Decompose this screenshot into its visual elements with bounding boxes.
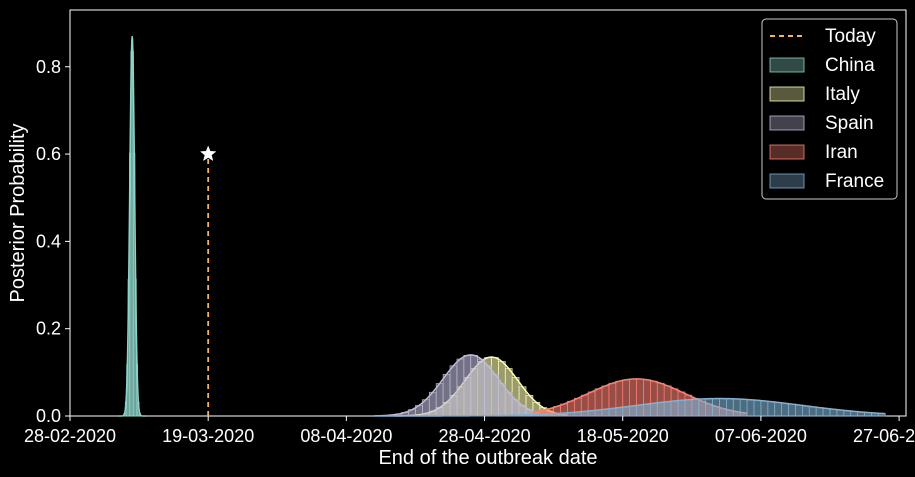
series-spain (373, 354, 541, 417)
histogram-bar (456, 358, 465, 417)
histogram-bar (726, 398, 734, 417)
histogram-bar (753, 399, 762, 417)
legend-entry-france: France (769, 171, 884, 192)
histogram-bar (656, 402, 665, 417)
histogram-bar (463, 355, 472, 417)
histogram-bars (504, 398, 886, 417)
kde-line (394, 356, 568, 417)
histogram-bar (608, 408, 617, 417)
legend: Today China Italy Spain Iran France (761, 18, 898, 200)
histogram-bar (477, 358, 485, 417)
histogram-bar (739, 398, 748, 417)
legend-entry-italy: Italy (769, 84, 860, 105)
histogram-bar (484, 365, 492, 417)
histogram-bar (760, 400, 769, 417)
legend-label: Italy (825, 84, 860, 105)
histogram-bar (636, 404, 644, 417)
kde-line (532, 378, 748, 415)
series-china (118, 36, 146, 417)
histogram-bar (732, 398, 741, 417)
histogram-bar (705, 398, 713, 417)
histogram-bar (698, 398, 706, 417)
y-tick-label: 0.0 (36, 406, 61, 426)
legend-entry-spain: Spain (769, 113, 874, 134)
x-tick-label: 28-04-2020 (439, 426, 531, 446)
histogram-bar (670, 400, 679, 417)
histogram-bar (746, 399, 755, 417)
histogram-bar (781, 402, 789, 417)
legend-label: China (825, 55, 875, 76)
histogram-bar (650, 402, 658, 417)
legend-label: France (825, 171, 884, 192)
legend-label: Iran (825, 142, 858, 163)
histogram-bar (442, 373, 451, 417)
histogram-bar (691, 398, 700, 417)
legend-swatch (769, 144, 805, 160)
kde-line (118, 36, 146, 417)
histogram-bar (470, 355, 478, 417)
legend-label: Spain (825, 113, 874, 134)
x-tick-label: 27-06-2020 (853, 426, 915, 446)
series-france (374, 397, 886, 417)
legend-entry-iran: Iran (769, 142, 858, 163)
histogram-bar (802, 405, 810, 417)
y-tick-label: 0.8 (36, 57, 61, 77)
series-layer (118, 36, 886, 417)
histogram-bar (615, 407, 624, 417)
x-tick-label: 07-06-2020 (715, 426, 807, 446)
histogram-bar (822, 408, 831, 417)
histogram-bar (712, 398, 720, 417)
legend-swatch (769, 57, 805, 73)
histogram-bar (774, 402, 782, 417)
y-tick-label: 0.4 (36, 231, 61, 251)
x-tick-label: 28-02-2020 (24, 426, 116, 446)
x-tick-label: 18-05-2020 (577, 426, 669, 446)
legend-swatch (769, 173, 805, 189)
histogram-bar (629, 405, 637, 417)
series-area (394, 357, 568, 416)
x-tick-label: 19-03-2020 (162, 426, 254, 446)
axes-layer: 28-02-2020 19-03-2020 08-04-2020 28-04-2020… (24, 57, 915, 446)
histogram-bar (498, 383, 506, 417)
histogram-bar (684, 399, 693, 417)
legend-swatch (769, 115, 805, 131)
legend-swatch (769, 86, 805, 102)
today-star-marker (199, 145, 217, 162)
histogram-bar (663, 401, 672, 417)
histogram-bar (491, 373, 499, 417)
histogram-bar (622, 406, 630, 417)
y-axis-title: Posterior Probability (7, 124, 29, 303)
histogram-bar (643, 403, 651, 417)
today-layer (199, 145, 217, 416)
histogram-bar (815, 407, 824, 417)
legend-entry-today: Today (770, 26, 876, 47)
legend-box (761, 18, 898, 200)
histogram-bar (449, 365, 458, 417)
series-area (532, 378, 748, 416)
histogram-bar (788, 403, 796, 417)
histogram-bar (767, 401, 776, 417)
kde-line (374, 397, 886, 417)
legend-entry-china: China (769, 55, 875, 76)
histogram-bar (808, 406, 817, 417)
legend-label: Today (825, 26, 876, 47)
histogram-bars (123, 51, 141, 417)
histogram-bar (795, 404, 803, 417)
histogram-bar (435, 383, 444, 417)
kde-line (373, 354, 541, 417)
histogram-bar (677, 399, 686, 417)
x-axis-title: End of the outbreak date (378, 447, 597, 469)
histogram-bar (719, 398, 727, 417)
y-tick-label: 0.6 (36, 144, 61, 164)
x-tick-label: 08-04-2020 (300, 426, 392, 446)
y-tick-label: 0.2 (36, 319, 61, 339)
